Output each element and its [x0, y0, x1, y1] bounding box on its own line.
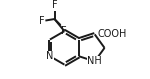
Text: F: F [52, 0, 57, 10]
Text: N: N [46, 51, 54, 61]
Text: NH: NH [87, 56, 102, 66]
Text: COOH: COOH [98, 29, 127, 39]
Text: F: F [61, 26, 67, 36]
Text: F: F [39, 16, 45, 26]
